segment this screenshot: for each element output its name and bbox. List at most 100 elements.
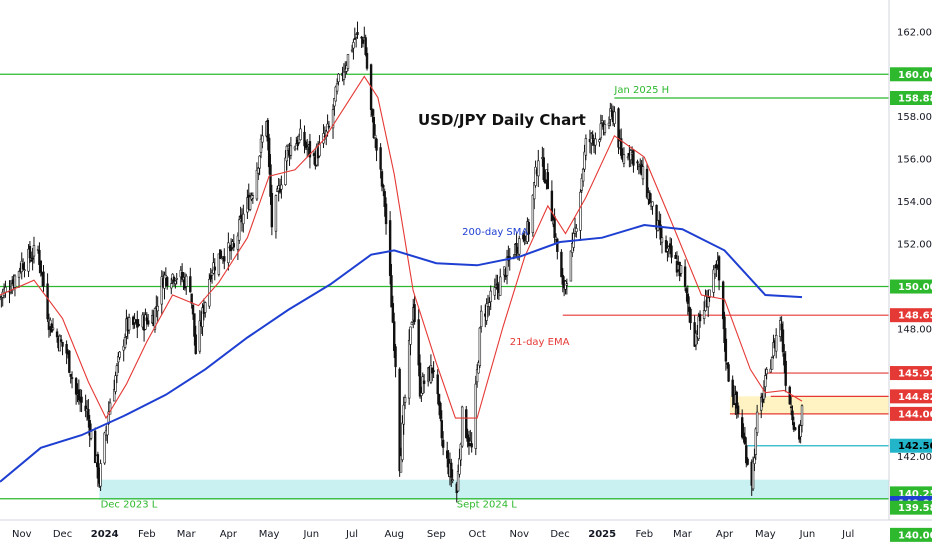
candle-body [764, 375, 767, 388]
candle-body [137, 323, 140, 326]
candle-body [478, 327, 482, 366]
candle-body [651, 201, 654, 207]
price-label-148.650[interactable]: 148.650 [890, 308, 932, 323]
candle-body [360, 36, 363, 39]
x-tick-label: Aug [384, 529, 404, 540]
candle-body [708, 289, 711, 298]
candle-body [299, 128, 302, 141]
price-label-142.500[interactable]: 142.500 [890, 438, 932, 453]
candle-body [39, 260, 42, 273]
candle-body [755, 411, 759, 434]
price-label-140.000[interactable]: 140.000 [890, 527, 932, 542]
candle-body [74, 378, 78, 395]
x-tick-label: May [259, 529, 280, 540]
price-label-box [890, 366, 932, 381]
candle-body [223, 256, 226, 262]
support-zone [99, 479, 889, 500]
candle-body [269, 164, 272, 197]
candle-body [679, 265, 683, 274]
x-tick-label: Mar [177, 529, 197, 540]
candle-body [480, 310, 483, 327]
candle-body [788, 386, 791, 405]
candle-body [560, 251, 563, 278]
candle-body [583, 151, 586, 170]
price-label-text: 158.882 [898, 94, 932, 105]
candle-body [409, 326, 412, 345]
candle-body [422, 380, 426, 384]
candle-body [9, 290, 13, 293]
candle-body [792, 422, 796, 430]
y-tick-label: 142.000 [897, 452, 932, 463]
candle-body [499, 276, 502, 296]
candle-body [660, 237, 664, 243]
candle-body [248, 196, 252, 210]
candle-body [70, 377, 74, 379]
candle-body [175, 278, 178, 280]
candle-body [784, 360, 787, 386]
candles [0, 21, 804, 503]
candle-body [432, 370, 435, 372]
candle-body [794, 427, 797, 430]
candle-body [702, 310, 706, 319]
chart-title: USD/JPY Daily Chart [418, 111, 586, 129]
candle-body [670, 245, 673, 258]
x-tick-label: Jun [799, 529, 816, 540]
candle-body [388, 220, 392, 276]
x-tick-label: Oct [468, 529, 485, 540]
price-label-150.000[interactable]: 150.000 [890, 279, 932, 294]
x-tick-label: Nov [509, 529, 529, 540]
candle-body [274, 195, 278, 232]
price-axis[interactable]: 142.000144.000146.000148.000150.000152.0… [890, 27, 932, 542]
x-tick-label: Apr [716, 529, 734, 540]
candle-body [112, 389, 116, 402]
price-label-box [890, 308, 932, 323]
candle-body [384, 203, 388, 225]
price-label-144.826[interactable]: 144.826 [890, 389, 932, 404]
candle-body [318, 142, 321, 157]
candle-body [698, 314, 702, 322]
candle-body [65, 344, 68, 354]
candle-body [364, 37, 367, 55]
candle-body [174, 280, 177, 285]
price-label-145.924[interactable]: 145.924 [890, 366, 932, 381]
candle-body [23, 269, 26, 272]
candle-body [267, 137, 271, 168]
candle-body [407, 340, 411, 399]
price-label-144.000[interactable]: 144.000 [890, 406, 932, 421]
candle-body [441, 439, 445, 448]
candle-body [418, 362, 422, 397]
candle-body [780, 323, 783, 331]
candle-body [613, 111, 616, 125]
candle-body [242, 213, 245, 225]
candle-body [465, 409, 468, 439]
candle-body [622, 154, 626, 164]
price-label-160.000[interactable]: 160.000 [890, 67, 932, 82]
time-axis[interactable]: Nov Dec 2024 Feb Mar Apr May Jun Jul Aug Sep Oct Nov… [12, 529, 854, 540]
candle-body [751, 461, 755, 490]
price-label-139.581[interactable]: 139.581 [890, 500, 932, 515]
candle-body [191, 304, 195, 315]
candle-body [17, 271, 21, 278]
candle-body [379, 147, 382, 170]
candle-body [774, 334, 778, 352]
candle-body [30, 259, 33, 262]
candle-body [550, 190, 554, 222]
price-label-158.882[interactable]: 158.882 [890, 91, 932, 106]
candle-body [114, 375, 117, 392]
candle-body [123, 337, 127, 348]
candle-body [380, 171, 384, 187]
candle-body [685, 288, 688, 293]
x-tick-label: Mar [673, 529, 693, 540]
candle-body [683, 266, 687, 287]
candle-body [312, 153, 316, 157]
candle-body [620, 138, 623, 156]
resistance-zone [729, 396, 889, 414]
candle-body [258, 155, 261, 169]
price-label-text: 148.650 [898, 311, 932, 322]
candle-body [333, 98, 336, 107]
x-tick-label: 2025 [588, 529, 616, 540]
candle-body [450, 462, 453, 478]
candle-body [735, 391, 738, 409]
candle-body [475, 369, 479, 383]
candle-body [289, 145, 293, 156]
